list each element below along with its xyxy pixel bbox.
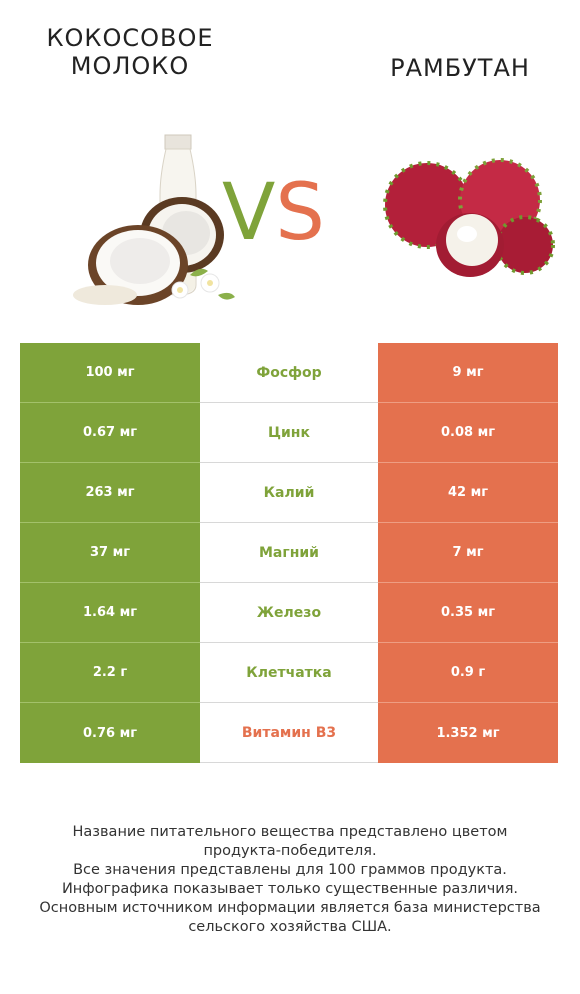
right-value-cell: 0.9 г — [378, 643, 558, 703]
left-value-cell: 100 мг — [20, 343, 200, 403]
nutrient-name-cell: Цинк — [200, 403, 378, 463]
footnote: Название питательного вещества представл… — [10, 823, 570, 937]
table-row: 263 мг Калий 42 мг — [20, 463, 558, 523]
nutrient-name-cell: Витамин B3 — [200, 703, 378, 763]
right-product-title: РАМБУТАН — [390, 54, 530, 82]
vs-label: VS — [222, 168, 362, 258]
left-value-cell: 263 мг — [20, 463, 200, 523]
right-value-cell: 1.352 мг — [378, 703, 558, 763]
table-row: 1.64 мг Железо 0.35 мг — [20, 583, 558, 643]
nutrient-name-cell: Клетчатка — [200, 643, 378, 703]
vs-v-letter: V — [222, 168, 276, 258]
table-row: 2.2 г Клетчатка 0.9 г — [20, 643, 558, 703]
nutrient-name-cell: Магний — [200, 523, 378, 583]
right-value-cell: 0.08 мг — [378, 403, 558, 463]
right-value-cell: 7 мг — [378, 523, 558, 583]
footnote-line: Название питательного вещества представл… — [72, 824, 508, 840]
table-row: 100 мг Фосфор 9 мг — [20, 343, 558, 403]
footnote-line: сельского хозяйства США. — [188, 919, 392, 935]
coconut-milk-image — [73, 134, 235, 305]
left-title-line1: КОКОСОВОЕ — [46, 24, 214, 52]
comparison-table: 100 мг Фосфор 9 мг 0.67 мг Цинк 0.08 мг 263 мг… — [20, 343, 558, 763]
left-value-cell: 0.67 мг — [20, 403, 200, 463]
table-row: 0.67 мг Цинк 0.08 мг — [20, 403, 558, 463]
table-row: 37 мг Магний 7 мг — [20, 523, 558, 583]
left-product-title: КОКОСОВОЕ МОЛОКО — [20, 24, 240, 80]
right-value-cell: 9 мг — [378, 343, 558, 403]
left-value-cell: 1.64 мг — [20, 583, 200, 643]
nutrient-name-cell: Калий — [200, 463, 378, 523]
left-value-cell: 2.2 г — [20, 643, 200, 703]
right-value-cell: 0.35 мг — [378, 583, 558, 643]
footnote-line: Основным источником информации является … — [39, 900, 541, 916]
vs-s-letter: S — [275, 168, 325, 258]
footnote-line: Все значения представлены для 100 граммо… — [73, 862, 507, 878]
table-row: 0.76 мг Витамин B3 1.352 мг — [20, 703, 558, 763]
left-value-cell: 0.76 мг — [20, 703, 200, 763]
nutrient-name-cell: Фосфор — [200, 343, 378, 403]
nutrient-name-cell: Железо — [200, 583, 378, 643]
rambutan-image — [383, 158, 555, 277]
left-title-line2: МОЛОКО — [70, 52, 190, 80]
footnote-line: Инфографика показывает только существенн… — [61, 881, 519, 897]
left-value-cell: 37 мг — [20, 523, 200, 583]
right-value-cell: 42 мг — [378, 463, 558, 523]
footnote-line: продукта-победителя. — [203, 843, 377, 859]
